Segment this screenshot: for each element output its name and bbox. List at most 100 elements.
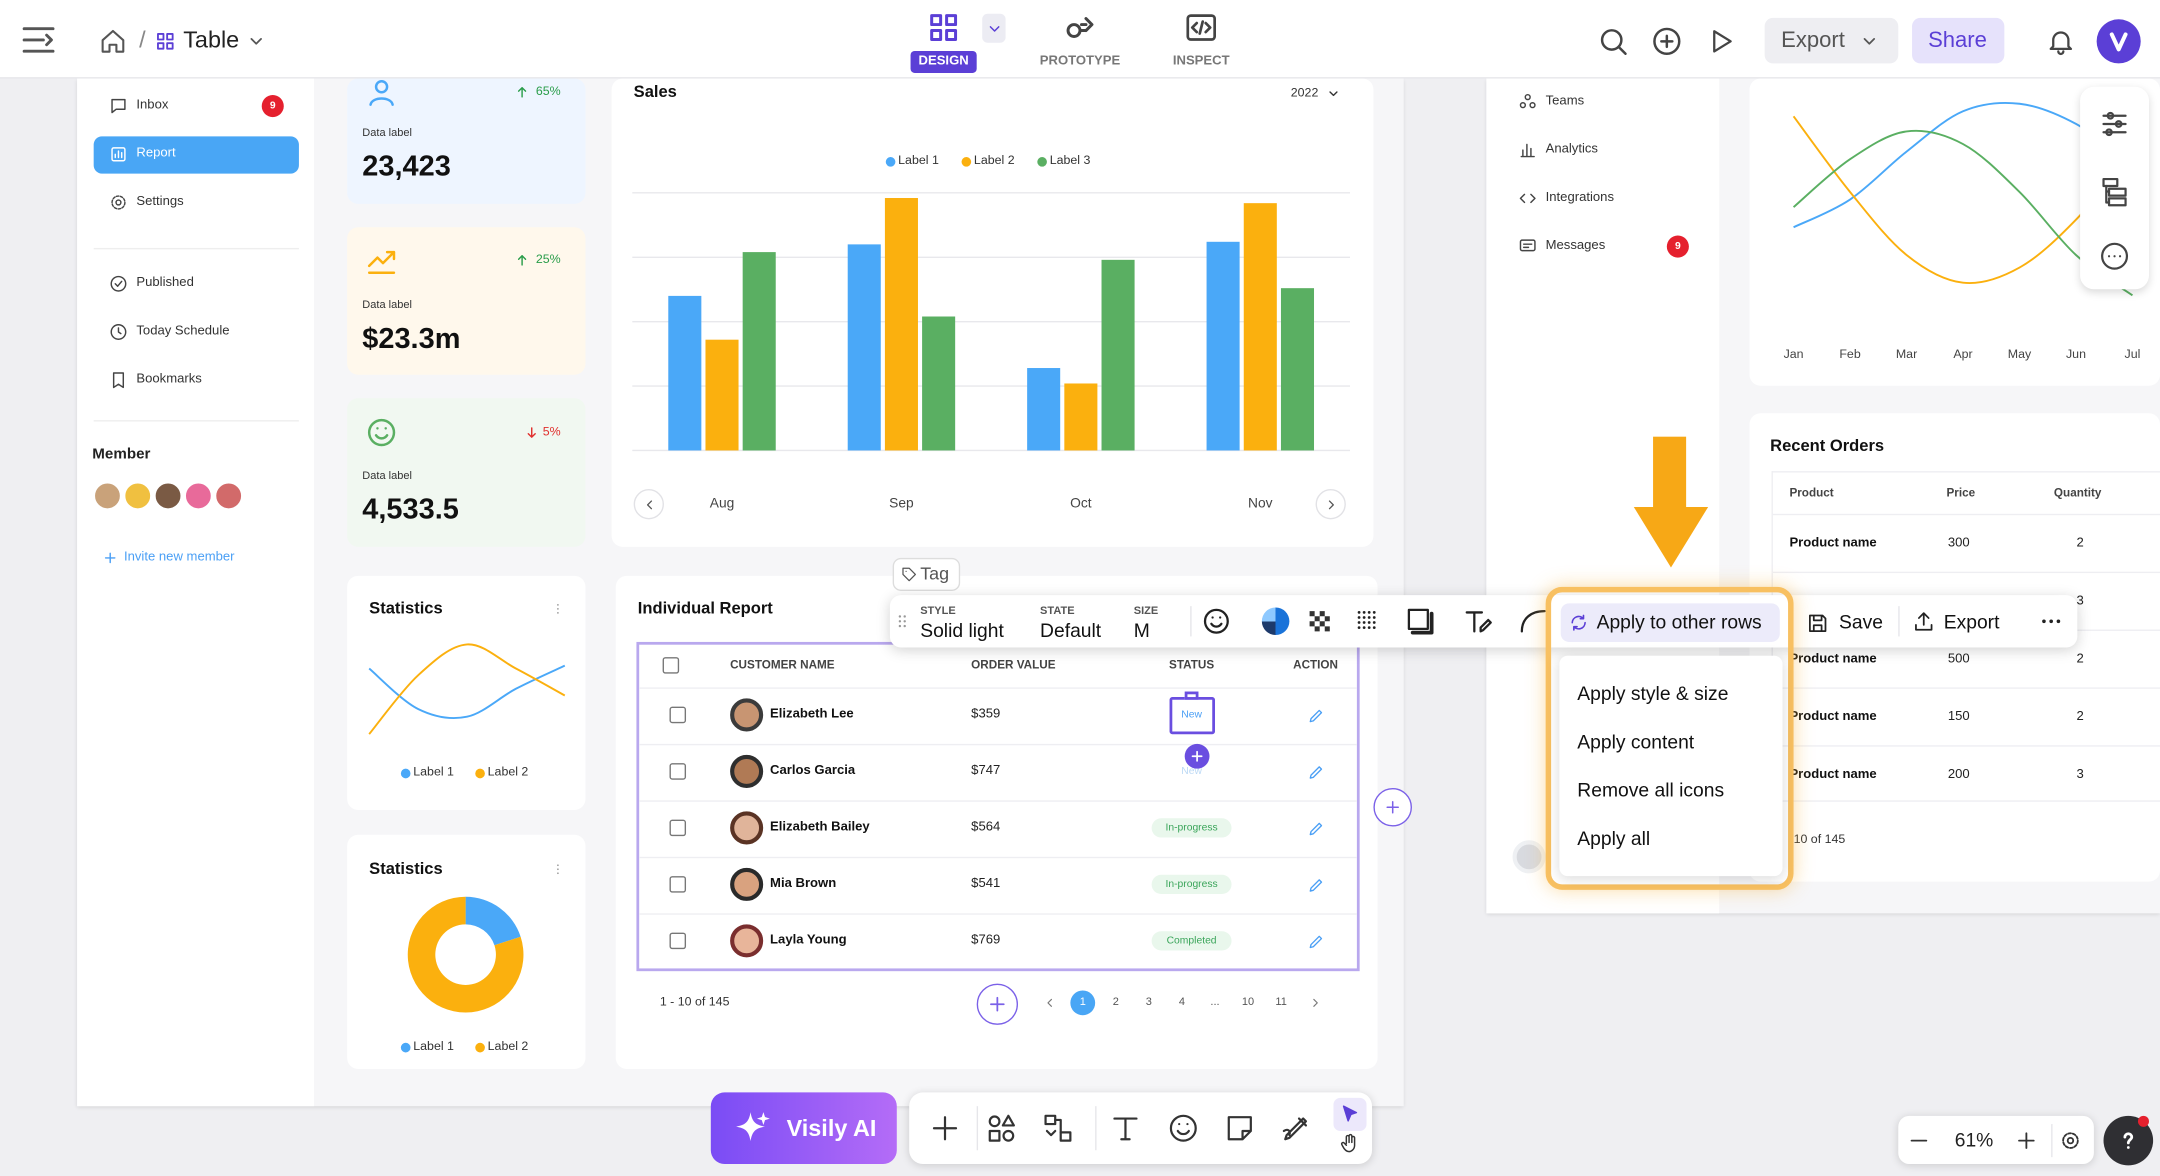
export-icon[interactable]	[1911, 610, 1934, 633]
line	[1792, 129, 2134, 297]
page-number[interactable]: 10	[1241, 995, 1255, 1008]
save-label[interactable]: Save	[1839, 610, 1884, 633]
page-prev[interactable]	[1043, 996, 1057, 1010]
tab-prototype[interactable]: PROTOTYPE	[1039, 53, 1121, 69]
page-title[interactable]: Table	[183, 27, 240, 54]
page-number[interactable]: ...	[1210, 995, 1220, 1008]
edit-icon[interactable]	[1307, 875, 1325, 893]
year-filter[interactable]: 2022	[1290, 85, 1319, 100]
zoom-in[interactable]	[2015, 1130, 2037, 1152]
x-tick-label: Nov	[1248, 496, 1273, 512]
menu-item[interactable]: Apply content	[1577, 730, 1695, 753]
property-value[interactable]: Default	[1040, 618, 1102, 641]
tool-icon[interactable]	[1280, 1112, 1313, 1145]
nav-item[interactable]: Published	[136, 275, 194, 291]
add-row-plus[interactable]	[1384, 799, 1401, 816]
tool-icon[interactable]	[1167, 1112, 1200, 1145]
tag-chip[interactable]	[892, 557, 961, 591]
layers-icon[interactable]	[2098, 175, 2131, 208]
icon-part	[2105, 128, 2113, 137]
toolbar-icon[interactable]	[1353, 606, 1383, 636]
tool-icon[interactable]	[1041, 1112, 1074, 1145]
edit-icon[interactable]	[1307, 706, 1325, 724]
checkbox[interactable]	[662, 657, 680, 674]
checkbox[interactable]	[669, 763, 687, 780]
nav-item[interactable]: Today Schedule	[136, 323, 230, 339]
search-icon[interactable]	[1597, 25, 1630, 58]
page-number[interactable]: 2	[1112, 995, 1119, 1008]
page-number[interactable]: 1	[1079, 995, 1086, 1008]
export-label[interactable]: Export	[1943, 610, 2000, 633]
menu-item[interactable]: Remove all icons	[1577, 778, 1725, 801]
drag-handle	[898, 615, 906, 628]
properties-icon[interactable]	[2098, 107, 2131, 140]
home-icon[interactable]	[99, 28, 127, 56]
tab-design[interactable]: DESIGN	[918, 53, 969, 69]
page-next[interactable]	[1309, 996, 1323, 1010]
nav-item[interactable]: Bookmarks	[136, 371, 202, 387]
design-icon[interactable]	[926, 10, 962, 46]
toolbar-icon[interactable]	[1201, 606, 1231, 636]
visily-ai-button[interactable]	[710, 1092, 897, 1165]
hand-icon[interactable]	[1339, 1132, 1361, 1154]
icon-part	[111, 98, 126, 114]
tab-inspect[interactable]: INSPECT	[1172, 53, 1230, 69]
tool-icon[interactable]	[1109, 1112, 1142, 1145]
tab-dropdown[interactable]	[982, 13, 1006, 43]
prototype-icon[interactable]	[1062, 10, 1098, 46]
edit-icon[interactable]	[1307, 932, 1325, 950]
page-number[interactable]: 11	[1275, 995, 1287, 1008]
checkbox[interactable]	[669, 706, 687, 724]
checkbox[interactable]	[669, 876, 687, 893]
icon-part	[1520, 610, 1546, 633]
nav-active[interactable]	[93, 136, 299, 174]
add-inline-plus[interactable]	[1190, 749, 1204, 763]
inspect-icon[interactable]	[1183, 10, 1219, 46]
play-icon[interactable]	[1705, 26, 1735, 56]
nav-item[interactable]: Inbox	[136, 97, 169, 113]
menu-icon[interactable]	[19, 21, 58, 60]
more-icon[interactable]	[2039, 609, 2064, 634]
property-value[interactable]: Solid light	[920, 618, 1004, 641]
zoom-out[interactable]	[1908, 1130, 1930, 1152]
legend-label: Label 1	[898, 152, 939, 167]
property-value[interactable]: M	[1133, 618, 1150, 641]
page-number[interactable]: 4	[1178, 995, 1186, 1008]
nav-item[interactable]: Analytics	[1545, 141, 1598, 157]
menu-item[interactable]: Apply all	[1577, 826, 1651, 849]
toolbar-icon[interactable]	[1305, 606, 1335, 636]
nav-item[interactable]: Report	[136, 145, 176, 161]
toolbar-icon[interactable]	[1405, 606, 1435, 636]
nav-item[interactable]: Integrations	[1545, 189, 1615, 205]
nav-item[interactable]: Messages	[1545, 238, 1606, 254]
tool-icon[interactable]	[1223, 1112, 1256, 1145]
share-button[interactable]	[1912, 17, 2005, 64]
settings-icon[interactable]	[2059, 1130, 2081, 1152]
nav-item[interactable]: Settings	[136, 193, 184, 210]
checkbox[interactable]	[669, 932, 687, 950]
add-plus[interactable]	[988, 995, 1007, 1014]
nav-item[interactable]: Teams	[1545, 93, 1585, 109]
title-chevron[interactable]	[247, 32, 266, 51]
checkbox[interactable]	[669, 819, 687, 837]
cursor-icon[interactable]	[1339, 1103, 1361, 1125]
bell-icon[interactable]	[2046, 26, 2076, 56]
tool-icon[interactable]	[985, 1112, 1018, 1145]
icon-part	[2102, 177, 2119, 188]
toolbar-icon[interactable]	[1463, 606, 1493, 636]
comments-icon[interactable]	[2098, 240, 2131, 273]
menu-item[interactable]: Apply style & size	[1577, 682, 1729, 705]
tool-icon[interactable]	[928, 1112, 961, 1145]
export-button[interactable]	[1764, 17, 1899, 64]
add-icon[interactable]	[1650, 25, 1683, 58]
edit-icon[interactable]	[1307, 819, 1325, 837]
page-number[interactable]: 3	[1145, 995, 1152, 1008]
logo-mark[interactable]	[2105, 28, 2133, 56]
icon-part	[1342, 1105, 1358, 1122]
apply-button[interactable]	[1560, 603, 1780, 642]
help-icon[interactable]	[2115, 1127, 2143, 1155]
toolbar-icon[interactable]	[1518, 606, 1548, 636]
save-icon[interactable]	[1805, 611, 1828, 634]
edit-icon[interactable]	[1307, 762, 1325, 780]
invite-link[interactable]: Invite new member	[123, 549, 235, 565]
